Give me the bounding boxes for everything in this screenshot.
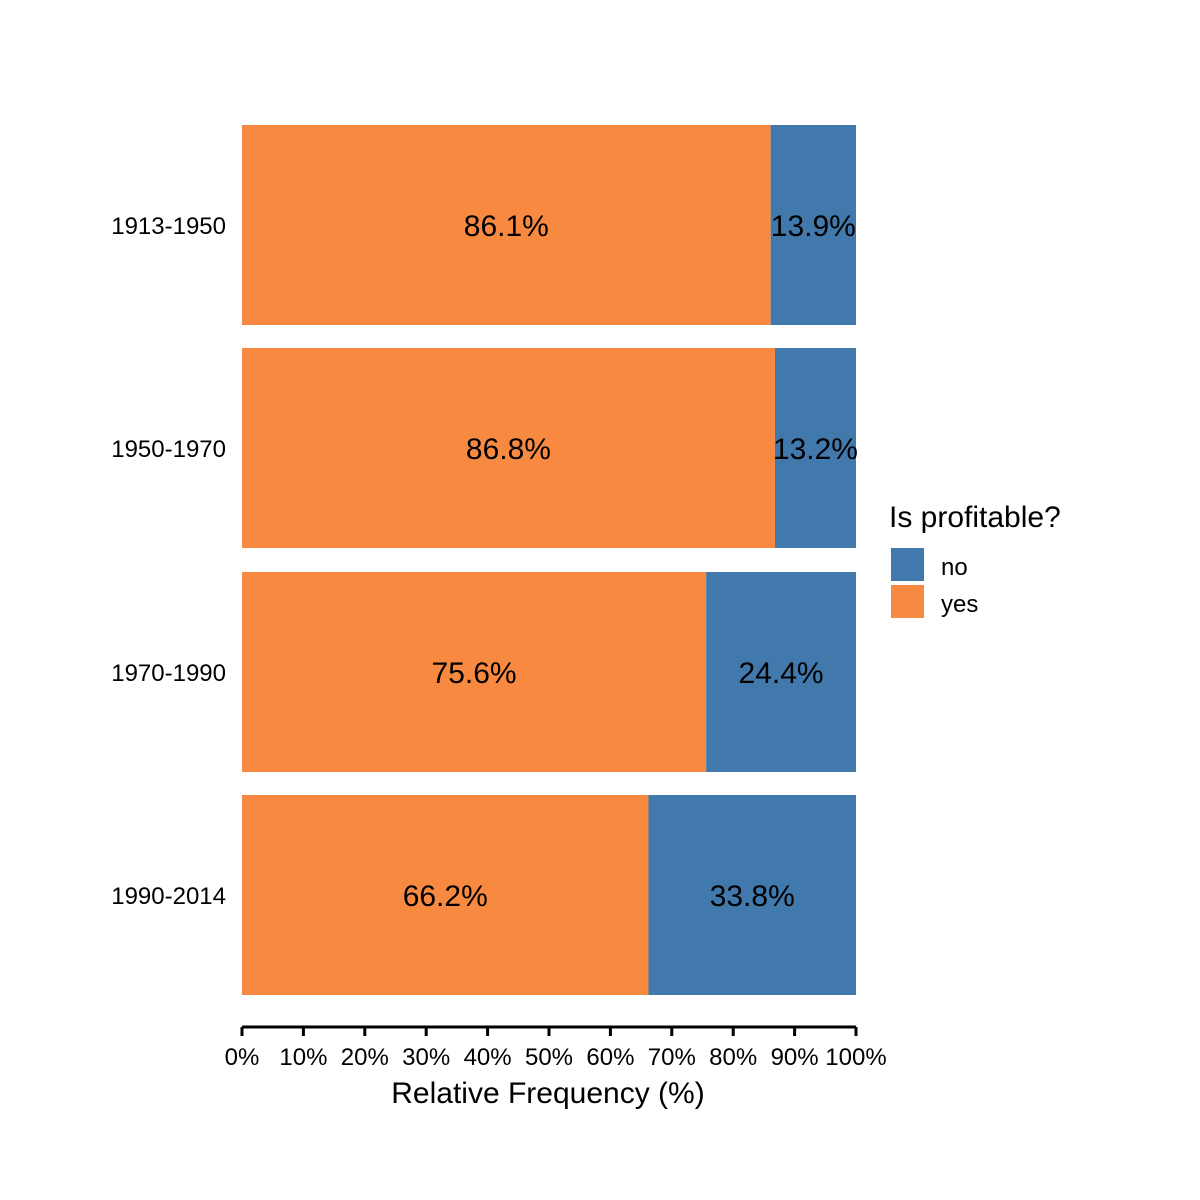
legend-label-yes: yes xyxy=(941,591,978,618)
bar-yes-1990-2014 xyxy=(242,795,649,995)
x-tick-label: 80% xyxy=(709,1044,757,1071)
x-tick-label: 0% xyxy=(225,1044,260,1071)
bar-yes-1970-1990 xyxy=(242,572,707,772)
bar-no-1970-1990 xyxy=(706,572,856,772)
legend-swatch-yes xyxy=(891,585,924,618)
x-tick-label: 100% xyxy=(825,1044,886,1071)
category-axis: 1913-1950 1950-1970 1970-1990 1990-2014 xyxy=(111,213,226,910)
data-label-yes-1970-1990: 75.6% xyxy=(432,657,517,690)
legend-title: Is profitable? xyxy=(889,501,1061,534)
x-tick-label: 10% xyxy=(279,1044,327,1071)
data-label-yes-1913-1950: 86.1% xyxy=(464,210,549,243)
x-tick-label: 60% xyxy=(586,1044,634,1071)
x-tick-label: 30% xyxy=(402,1044,450,1071)
bar-no-1990-2014 xyxy=(648,795,856,995)
data-label-yes-1950-1970: 86.8% xyxy=(466,433,551,466)
bar-no-1950-1970 xyxy=(774,348,856,548)
data-labels-layer: 86.1% 13.9% 86.8% 13.2% 75.6% 24.4% 66.2% 33.8% xyxy=(403,210,858,913)
data-label-no-1990-2014: 33.8% xyxy=(710,880,795,913)
category-label: 1950-1970 xyxy=(111,436,226,463)
data-label-no-1913-1950: 13.9% xyxy=(771,210,856,243)
data-label-no-1970-1990: 24.4% xyxy=(739,657,824,690)
bar-yes-1913-1950 xyxy=(242,125,771,325)
data-label-yes-1990-2014: 66.2% xyxy=(403,880,488,913)
bars-layer xyxy=(242,125,856,995)
category-label: 1990-2014 xyxy=(111,883,226,910)
category-label: 1970-1990 xyxy=(111,660,226,687)
x-tick-label: 50% xyxy=(525,1044,573,1071)
x-tick-label: 20% xyxy=(341,1044,389,1071)
data-label-no-1950-1970: 13.2% xyxy=(773,433,858,466)
legend-label-no: no xyxy=(941,554,968,581)
x-axis: 0% 10% 20% 30% 40% 50% 60% 70% 80% 90% 100% xyxy=(225,1025,887,1071)
bar-yes-1950-1970 xyxy=(242,348,775,548)
legend-swatch-no xyxy=(891,548,924,581)
x-axis-title: Relative Frequency (%) xyxy=(391,1077,704,1110)
bar-no-1913-1950 xyxy=(770,125,856,325)
x-tick-label: 90% xyxy=(771,1044,819,1071)
legend: Is profitable? no yes xyxy=(889,501,1061,618)
x-tick-label: 70% xyxy=(648,1044,696,1071)
x-tick-label: 40% xyxy=(464,1044,512,1071)
category-label: 1913-1950 xyxy=(111,213,226,240)
